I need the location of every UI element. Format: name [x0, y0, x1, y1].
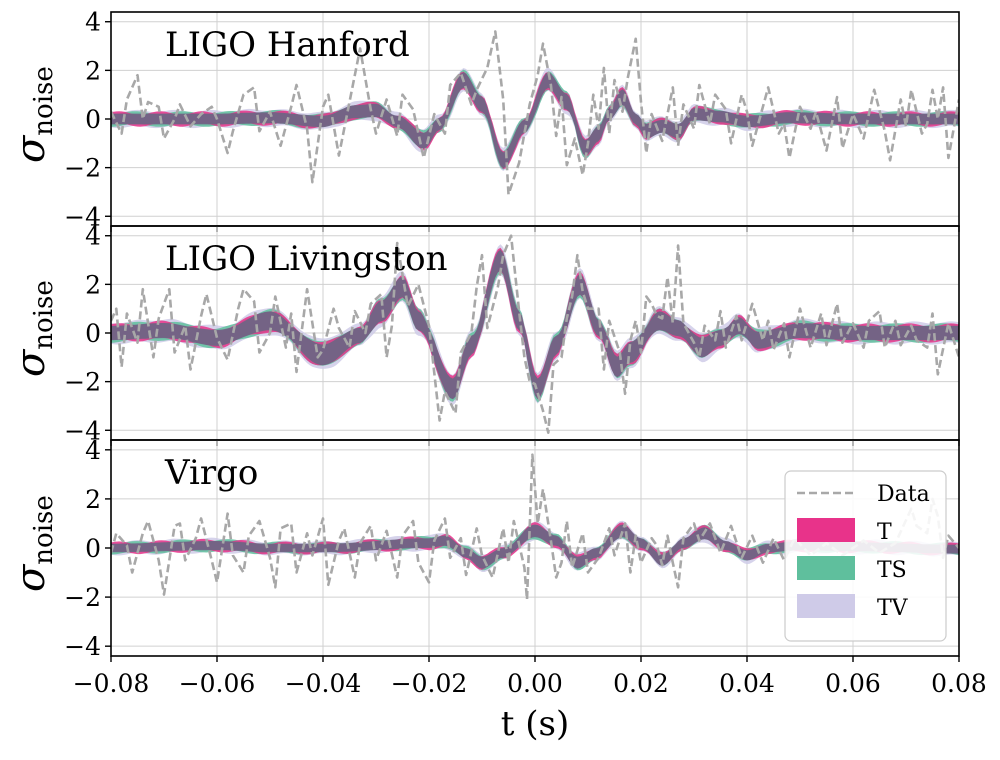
panel-title: LIGO Livingston — [165, 239, 448, 279]
plot-content — [111, 453, 959, 601]
x-tick-label: −0.02 — [391, 669, 468, 698]
panel-ligo-livingston: −4 −2 0 2 4 LIGO Livingston σnoise — [8, 222, 960, 446]
legend-entry-t: T — [797, 518, 892, 545]
x-tick-label: 0.08 — [931, 669, 987, 698]
band-overlap — [111, 249, 959, 400]
y-tick-label: −4 — [64, 632, 101, 661]
y-axis-label-main: σ — [8, 563, 54, 592]
y-tick-label: 4 — [85, 436, 101, 465]
legend-swatch — [797, 518, 855, 542]
x-axis: −0.08 −0.06 −0.04 −0.02 0.00 0.02 0.04 0.06 0.08… — [73, 669, 987, 744]
panel-ligo-hanford: −4 −2 0 2 4 LIGO Hanford σnoise — [8, 8, 960, 232]
panel-virgo: −4 −2 0 2 4 Virgo σnoise — [8, 436, 960, 662]
data-line — [111, 30, 959, 196]
legend: Data T TS TV — [784, 470, 947, 642]
band-overlap — [111, 72, 959, 169]
legend-entry-tv: TV — [797, 594, 909, 621]
y-tick-label: 4 — [85, 222, 101, 251]
x-tick-label: −0.08 — [73, 669, 150, 698]
y-axis-label: σnoise — [8, 495, 59, 592]
y-axis-label-main: σ — [8, 348, 54, 377]
y-axis-label: σnoise — [8, 66, 59, 163]
legend-entry-data: Data — [797, 482, 930, 507]
x-tick-label: 0.02 — [613, 669, 669, 698]
x-axis-label: t (s) — [501, 704, 569, 744]
y-tick-label: −2 — [64, 154, 101, 183]
panel-title: LIGO Hanford — [165, 25, 410, 65]
y-tick-label: 4 — [85, 8, 101, 37]
y-tick-label: −2 — [64, 583, 101, 612]
legend-label: Data — [877, 482, 930, 507]
data-line — [111, 453, 959, 601]
plot-content — [111, 234, 959, 434]
y-tick-label: 2 — [85, 270, 101, 299]
x-tick-label: 0.06 — [825, 669, 881, 698]
legend-swatch — [797, 594, 855, 618]
x-tick-label: −0.04 — [285, 669, 362, 698]
x-tick-label: −0.06 — [179, 669, 256, 698]
legend-entry-ts: TS — [797, 556, 907, 583]
plot-content — [111, 30, 959, 196]
y-axis-label-sub: noise — [29, 280, 59, 349]
y-axis-label-sub: noise — [29, 66, 59, 135]
y-axis-label: σnoise — [8, 280, 59, 377]
y-tick-label: −4 — [64, 416, 101, 445]
y-axis-label-sub: noise — [29, 495, 59, 564]
legend-label: T — [877, 520, 892, 545]
y-tick-label: 2 — [85, 485, 101, 514]
x-tick-label: 0.00 — [507, 669, 563, 698]
y-tick-label: 2 — [85, 56, 101, 85]
y-tick-label: −4 — [64, 202, 101, 231]
y-tick-label: −2 — [64, 368, 101, 397]
y-tick-label: 0 — [85, 105, 101, 134]
data-line — [111, 234, 959, 434]
x-tick-label: 0.04 — [719, 669, 775, 698]
legend-swatch — [797, 556, 855, 580]
band-overlap — [111, 524, 959, 569]
legend-label: TS — [877, 558, 907, 583]
y-axis-label-main: σ — [8, 134, 54, 163]
panel-title: Virgo — [164, 453, 258, 493]
y-tick-label: 0 — [85, 534, 101, 563]
y-tick-label: 0 — [85, 319, 101, 348]
legend-label: TV — [877, 596, 909, 621]
